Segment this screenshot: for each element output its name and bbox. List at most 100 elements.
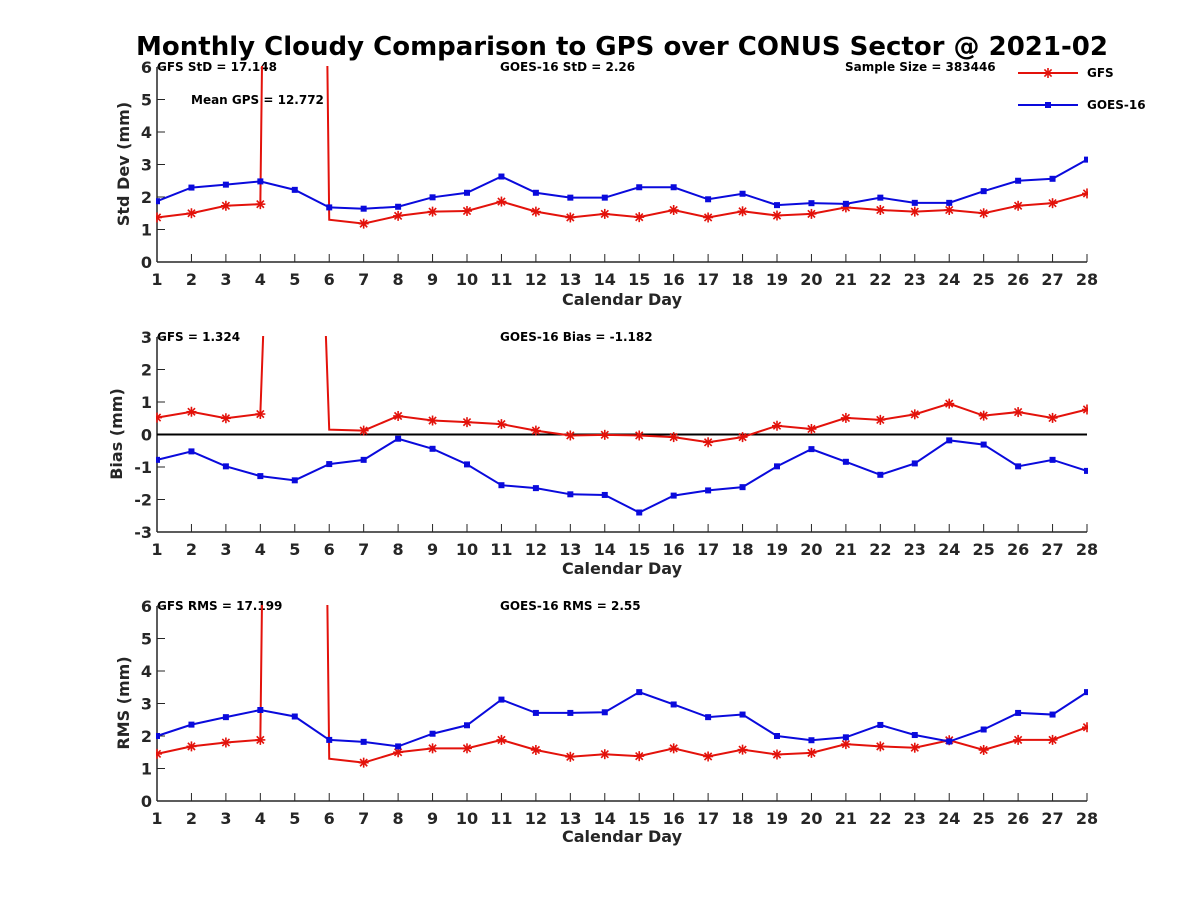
bias-x-tick-label: 12 [525, 540, 547, 559]
std-x-tick-label: 28 [1076, 270, 1098, 289]
bias-gfs-point [1082, 404, 1088, 415]
rms-x-tick-label: 27 [1041, 809, 1063, 828]
rms-x-tick-label: 4 [255, 809, 266, 828]
bias-goes-point [326, 461, 333, 468]
std-goes-point [946, 199, 953, 206]
legend-goes-marker [1045, 102, 1051, 108]
legend-gfs-asterisk [1043, 68, 1053, 78]
std-x-tick-label: 19 [766, 270, 788, 289]
rms-goes-point [1015, 709, 1022, 716]
bias-goes-point [739, 484, 746, 491]
gfs-bias-annotation: GFS = 1.324 [157, 330, 240, 344]
bias-goes-point [774, 463, 780, 470]
std-gfs-point [599, 208, 610, 219]
std-goes-point [636, 184, 643, 191]
rms-goes-point [670, 701, 677, 708]
bias-x-tick-label: 14 [594, 540, 616, 559]
rms-goes-point [291, 713, 298, 720]
rms-y-tick-label: 6 [141, 597, 152, 616]
rms-x-tick-label: 24 [938, 809, 960, 828]
rms-x-tick-label: 28 [1076, 809, 1098, 828]
goes-std-annotation: GOES-16 StD = 2.26 [500, 60, 635, 74]
rms-y-tick-label: 4 [141, 662, 152, 681]
bias-gfs-point [496, 419, 507, 430]
rms-gfs-point [772, 749, 782, 760]
std-gfs-point [530, 206, 541, 217]
figure-title: Monthly Cloudy Comparison to GPS over CO… [136, 32, 1108, 62]
std-goes-point [705, 196, 712, 203]
rms-x-tick-label: 15 [628, 809, 650, 828]
bias-gfs-point [156, 412, 162, 423]
rms-gfs-point [220, 737, 231, 748]
bias-gfs-point [1047, 412, 1058, 423]
gfs-std-annotation: GFS StD = 17.148 [157, 60, 277, 74]
sample-size-annotation: Sample Size = 383446 [845, 60, 996, 74]
std-x-tick-label: 13 [559, 270, 581, 289]
bias-goes-point [670, 492, 677, 499]
bias-goes-point [429, 445, 436, 452]
rms-y-tick-label: 1 [141, 760, 152, 779]
bias-gfs-point [772, 420, 782, 431]
bias-x-tick-label: 13 [559, 540, 581, 559]
bias-x-tick-label: 25 [973, 540, 995, 559]
std-x-tick-label: 23 [904, 270, 926, 289]
std-gfs-point [358, 218, 369, 229]
std-gfs-line [156, 66, 1088, 225]
std-goes-point [464, 189, 470, 196]
std-x-tick-label: 12 [525, 270, 547, 289]
bias-goes-point [156, 456, 160, 463]
std-gfs-point [1047, 198, 1058, 209]
std-x-tick-label: 3 [220, 270, 231, 289]
rms-goes-point [739, 711, 746, 718]
bias-y-tick-label: -1 [134, 458, 152, 477]
std-x-tick-label: 4 [255, 270, 266, 289]
rms-goes-point [601, 709, 608, 716]
std-gfs-point [186, 208, 197, 219]
rms-x-tick-label: 18 [731, 809, 753, 828]
rms-x-tick-label: 6 [324, 809, 335, 828]
std-x-tick-label: 27 [1041, 270, 1063, 289]
bias-x-tick-label: 21 [835, 540, 857, 559]
bias-gfs-point [634, 430, 645, 441]
std-goes-point [498, 173, 505, 180]
rms-gfs-point [1013, 734, 1024, 745]
rms-x-tick-label: 23 [904, 809, 926, 828]
bias-goes-point [395, 435, 402, 442]
bias-x-tick-label: 23 [904, 540, 926, 559]
rms-goes-point [156, 733, 160, 739]
rms-gfs-point [737, 744, 748, 755]
std-axes: 1 2 3 4 5 6 7 8 9 10 11 12 13 14 15 16 17 18 19 20 21 22 23 24 2… [141, 58, 1098, 289]
bias-goes-point [1015, 463, 1022, 470]
bias-axes: 1 2 3 4 5 6 7 8 9 10 11 12 13 14 15 16 17 18 19 20 21 22 23 24 2… [134, 328, 1098, 559]
legend-gfs-marker [1043, 68, 1053, 78]
std-gfs-point [703, 212, 714, 223]
std-goes-point [222, 181, 229, 188]
std-goes-point [1084, 156, 1088, 163]
bias-x-tick-label: 28 [1076, 540, 1098, 559]
rms-gfs-point [358, 757, 369, 768]
bias-goes-line [156, 437, 1088, 514]
std-x-axis-label: Calendar Day [562, 290, 683, 309]
std-y-tick-label: 3 [141, 156, 152, 175]
bias-panel: GFS = 1.324 GOES-16 Bias = -1.182 Calend… [107, 328, 1098, 578]
rms-gfs-point [978, 744, 989, 755]
bias-gfs-point [737, 432, 748, 443]
gfs-rms-annotation: GFS RMS = 17.199 [157, 599, 282, 613]
std-gfs-point [462, 205, 472, 216]
rms-gfs-point [634, 751, 645, 762]
std-goes-point [842, 200, 849, 207]
rms-x-tick-label: 3 [220, 809, 231, 828]
bias-x-tick-label: 24 [938, 540, 960, 559]
rms-x-tick-label: 16 [663, 809, 685, 828]
std-goes-point [567, 194, 574, 201]
std-x-tick-label: 1 [151, 270, 162, 289]
std-x-tick-label: 6 [324, 270, 335, 289]
std-gfs-point [1013, 200, 1024, 211]
bias-goes-point [808, 446, 815, 453]
bias-gfs-line [156, 336, 1088, 444]
bias-x-tick-label: 6 [324, 540, 335, 559]
rms-goes-point [911, 732, 918, 739]
bias-x-tick-label: 3 [220, 540, 231, 559]
rms-goes-point [498, 696, 505, 703]
rms-goes-point [946, 738, 953, 745]
